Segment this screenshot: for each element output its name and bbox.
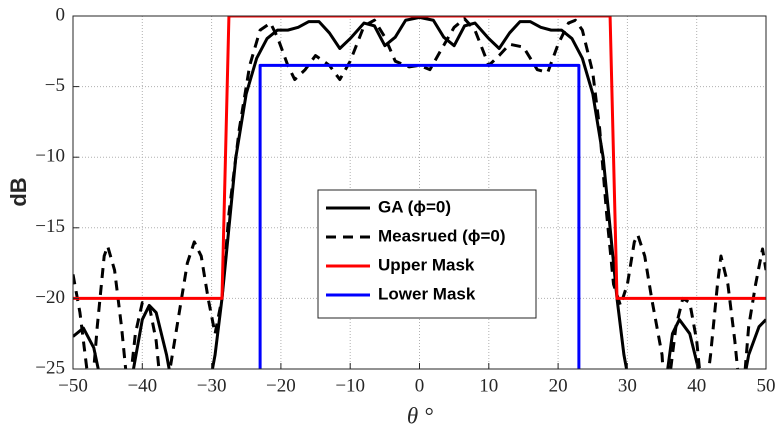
legend: GA (ϕ=0) Measrued (ϕ=0) Upper Mask Lower Ma…: [317, 189, 537, 319]
x-tick-label: 30: [618, 375, 637, 396]
x-tick-label: 50: [757, 375, 776, 396]
series-line: [258, 63, 581, 369]
legend-label: GA (ϕ=0): [378, 197, 451, 216]
x-tick-label: −20: [266, 375, 296, 396]
y-tick-label: −20: [35, 287, 65, 308]
series-line: [73, 16, 766, 300]
x-tick-label: −30: [197, 375, 227, 396]
legend-box: [317, 189, 537, 319]
x-tick-label: 20: [549, 375, 568, 396]
y-axis-label: dB: [6, 177, 31, 206]
x-tick-label: −40: [127, 375, 157, 396]
x-tick-label: 10: [479, 375, 498, 396]
ticks: −50 −40 −30 −20 −10 0 10 20 30 40 50−25−20−15−10−5…: [35, 4, 775, 396]
x-axis-label: θ °: [407, 403, 433, 428]
legend-label: Upper Mask: [378, 255, 475, 274]
x-tick-label: −10: [335, 375, 365, 396]
y-tick-label: 0: [56, 4, 66, 25]
y-tick-label: −5: [45, 75, 65, 96]
x-tick-label: 40: [687, 375, 706, 396]
x-tick-label: 0: [415, 375, 425, 396]
x-tick-label: −50: [58, 375, 88, 396]
y-tick-label: −10: [35, 146, 65, 167]
legend-label: Measrued (ϕ=0): [378, 226, 506, 245]
lines: [73, 16, 766, 369]
y-tick-label: −25: [35, 357, 65, 378]
y-tick-label: −15: [35, 216, 65, 237]
legend-label: Lower Mask: [378, 284, 476, 303]
series-line: [73, 17, 766, 369]
